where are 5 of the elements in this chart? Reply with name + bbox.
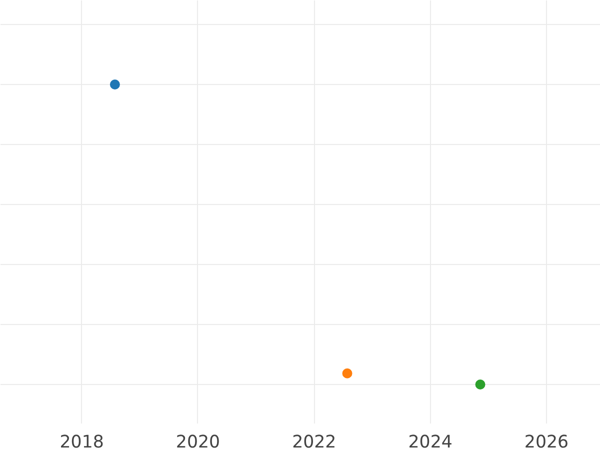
x-tick-label: 2018 xyxy=(60,432,104,450)
x-tick-label: 2020 xyxy=(176,432,220,450)
x-tick-label: 2024 xyxy=(408,432,452,450)
x-tick-label: 2026 xyxy=(524,432,569,450)
x-tick-label: 2022 xyxy=(292,432,336,450)
